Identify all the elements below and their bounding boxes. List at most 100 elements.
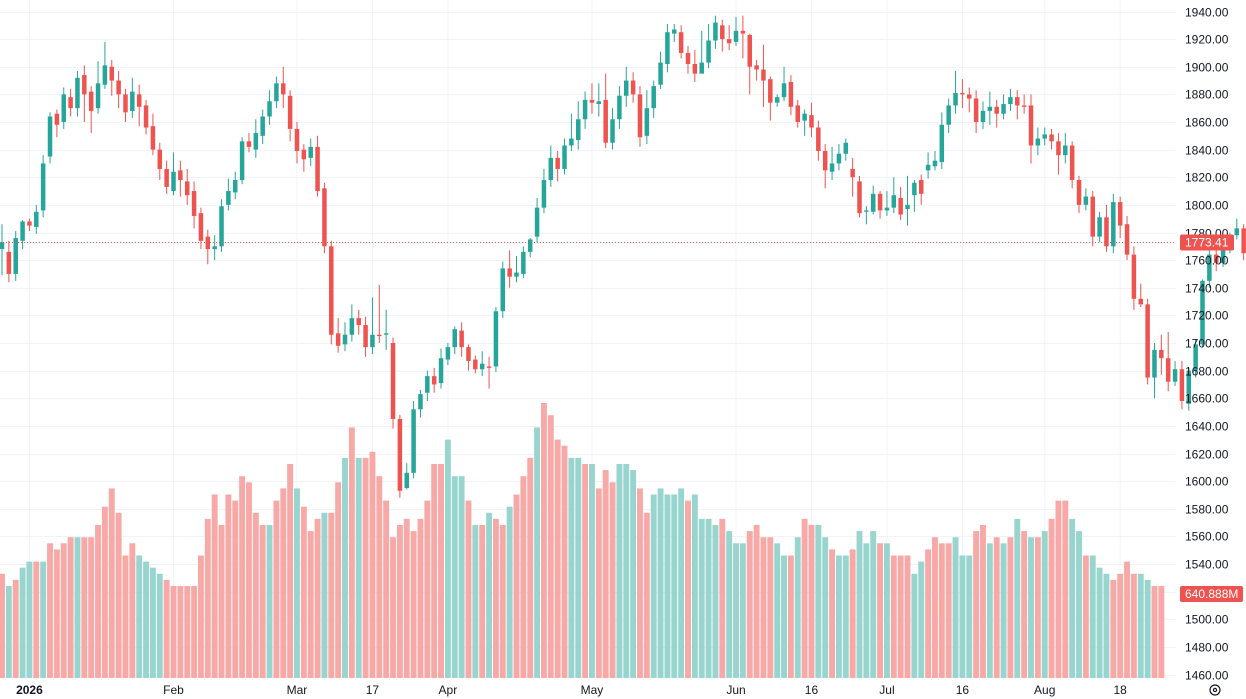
grid-lines (0, 0, 1176, 678)
volume-bar (232, 500, 239, 678)
candle-body (1152, 349, 1157, 378)
volume-bar (534, 427, 541, 678)
candle-body (603, 99, 608, 143)
candle-body (1186, 370, 1192, 404)
candle-body (287, 95, 293, 129)
candle-body (521, 251, 526, 274)
volume-bar (959, 555, 966, 678)
candle-body (685, 52, 691, 64)
candle-body (795, 105, 801, 122)
candle-body (788, 81, 794, 107)
candle-body (582, 99, 588, 120)
x-tick-label: 17 (366, 683, 380, 697)
last-price-tag-bg (1180, 234, 1234, 251)
volume-bar (767, 537, 774, 678)
volume-bar (863, 543, 870, 678)
candle-body (836, 153, 842, 164)
candle-body (809, 115, 814, 128)
candle-body (486, 366, 492, 368)
volume-bar (952, 537, 959, 678)
candle-body (1001, 104, 1006, 114)
volume-bar (877, 543, 884, 678)
volume-bar (513, 494, 520, 678)
candle-body (246, 141, 252, 147)
y-tick-label: 1460.00 (1185, 669, 1229, 683)
volume-bar (136, 555, 143, 678)
y-tick-label: 1760.00 (1185, 254, 1229, 268)
volume-bar (143, 561, 150, 678)
volume-bar (396, 525, 403, 678)
volume-bar (1130, 573, 1137, 678)
candle-body (658, 62, 663, 85)
volume-bar (122, 555, 129, 678)
volume-bar (53, 549, 60, 678)
candle-body (870, 193, 876, 212)
volume-bar (410, 531, 417, 678)
volume-bar (451, 476, 458, 678)
candle-body (575, 119, 581, 140)
volume-bar (733, 543, 739, 678)
candle-body (431, 376, 437, 385)
candle-body (1028, 105, 1034, 146)
candle-body (624, 80, 629, 96)
volume-bar (101, 506, 108, 678)
candle-body (459, 330, 464, 348)
volume-bar (739, 543, 746, 678)
candle-body (1117, 202, 1123, 226)
volume-bar (746, 531, 753, 678)
candle-body (95, 83, 101, 109)
candle-body (644, 108, 650, 136)
candle-body (877, 193, 883, 211)
volume-bar (499, 525, 506, 678)
volume-bar (1000, 543, 1007, 678)
candle-body (994, 106, 999, 114)
candle-body (973, 98, 979, 122)
candle-body (630, 80, 636, 95)
volume-bar (26, 561, 33, 678)
candle-body (232, 180, 238, 193)
candle-body (1159, 349, 1164, 359)
candle-body (548, 157, 554, 181)
candle-body (905, 204, 910, 210)
volume-bar (705, 518, 712, 678)
price-axis[interactable]: 1460.001480.001500.001520.001540.001560.… (1185, 6, 1229, 683)
candle-body (466, 347, 471, 361)
settings-gear-icon[interactable] (1209, 684, 1221, 696)
candle-body (651, 86, 656, 109)
volume-bar (115, 512, 122, 678)
volume-bar (1076, 531, 1082, 678)
candle-body (713, 22, 718, 41)
candle-body (898, 197, 903, 215)
volume-bar (856, 531, 863, 678)
volume-bar (67, 537, 74, 678)
candle-body (562, 145, 567, 169)
volume-bar (60, 543, 67, 678)
x-tick-label: Jun (726, 683, 745, 697)
candle-body (1220, 250, 1226, 263)
candle-body (1049, 134, 1054, 142)
candle-body (1021, 105, 1027, 107)
candle-body (363, 325, 368, 348)
candle-body (294, 128, 300, 152)
candle-body (445, 347, 451, 360)
volume-bar (239, 476, 246, 678)
volume-bar (973, 531, 980, 678)
candle-body (88, 91, 94, 111)
volume-bar (691, 494, 698, 678)
volume-bar (1055, 500, 1062, 678)
candle-body (672, 29, 677, 34)
volume-bar (197, 555, 204, 678)
candle-body (829, 163, 835, 172)
candle-body (939, 124, 945, 163)
candle-body (678, 32, 684, 53)
candle-body (397, 418, 403, 491)
time-axis[interactable]: 2026 Feb Mar 17 Apr May Jun 16 Jul 16 Aug 18 (16, 683, 1127, 697)
volume-bar (294, 488, 300, 678)
candle-body (34, 211, 39, 227)
x-tick-label: Aug (1034, 683, 1055, 697)
volume-bar (19, 567, 26, 678)
volume-bar (458, 476, 465, 678)
volume-bar (815, 525, 822, 678)
candle-body (239, 141, 245, 181)
